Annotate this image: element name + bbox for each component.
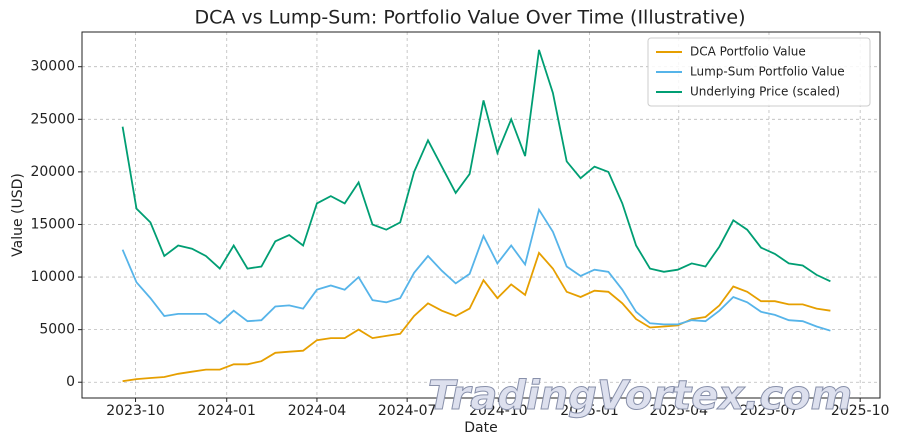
legend-label: DCA Portfolio Value	[690, 45, 806, 59]
x-tick-label: 2025-07	[740, 403, 799, 419]
x-tick-label: 2025-04	[650, 403, 709, 419]
legend-box	[647, 37, 871, 107]
y-tick-label: 30000	[30, 59, 75, 75]
y-tick-label: 0	[66, 374, 75, 390]
x-tick-label: 2024-07	[378, 403, 437, 419]
line-series	[121, 207, 831, 332]
line-series	[121, 49, 831, 283]
x-tick-label: 2025-01	[560, 403, 619, 419]
line-series	[122, 251, 831, 383]
plot-frame	[81, 31, 881, 399]
x-tick-label: 2024-04	[288, 403, 347, 419]
y-tick-label: 20000	[30, 164, 75, 180]
x-tick-label: 2025-10	[831, 403, 890, 419]
y-tick-label: 15000	[30, 216, 75, 232]
x-axis-label: Date	[464, 420, 497, 436]
legend-label: Underlying Price (scaled)	[690, 85, 840, 99]
y-tick-label: 25000	[30, 111, 75, 127]
chart-title: DCA vs Lump-Sum: Portfolio Value Over Ti…	[194, 7, 745, 29]
x-tick-label: 2024-10	[469, 403, 528, 419]
y-axis-label: Value (USD)	[10, 173, 26, 257]
x-tick-label: 2023-10	[106, 403, 165, 419]
watermark: TradingVortex.com	[428, 373, 852, 419]
y-tick-label: 10000	[30, 269, 75, 285]
legend: DCA Portfolio Value Lump-Sum Portfolio Va…	[647, 37, 871, 107]
legend-label: Lump-Sum Portfolio Value	[690, 65, 845, 79]
y-tick-label: 5000	[39, 322, 75, 338]
x-tick-label: 2024-01	[197, 403, 256, 419]
